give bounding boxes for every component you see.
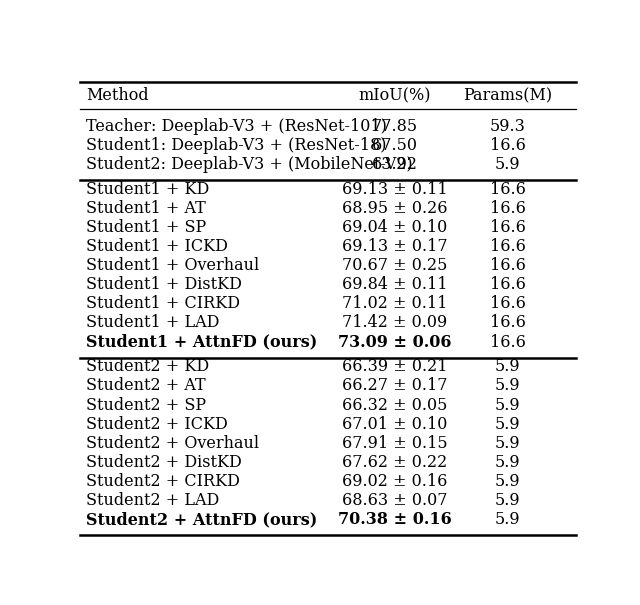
Text: 68.63 ± 0.07: 68.63 ± 0.07 bbox=[342, 492, 448, 509]
Text: Params(M): Params(M) bbox=[463, 87, 552, 104]
Text: Student2: Deeplab-V3 + (MobileNet-V2): Student2: Deeplab-V3 + (MobileNet-V2) bbox=[86, 156, 413, 173]
Text: 16.6: 16.6 bbox=[490, 200, 525, 217]
Text: 67.01 ± 0.10: 67.01 ± 0.10 bbox=[342, 416, 447, 433]
Text: 69.84 ± 0.11: 69.84 ± 0.11 bbox=[342, 276, 448, 293]
Text: 16.6: 16.6 bbox=[490, 181, 525, 198]
Text: 59.3: 59.3 bbox=[490, 118, 525, 135]
Text: 63.92: 63.92 bbox=[372, 156, 418, 173]
Text: 67.91 ± 0.15: 67.91 ± 0.15 bbox=[342, 435, 448, 452]
Text: Student2 + KD: Student2 + KD bbox=[86, 358, 209, 375]
Text: Student1 + Overhaul: Student1 + Overhaul bbox=[86, 257, 259, 274]
Text: Student2 + AttnFD (ours): Student2 + AttnFD (ours) bbox=[86, 511, 317, 528]
Text: Student1 + AttnFD (ours): Student1 + AttnFD (ours) bbox=[86, 333, 317, 350]
Text: 16.6: 16.6 bbox=[490, 333, 525, 350]
Text: Student1: Deeplab-V3 + (ResNet-18): Student1: Deeplab-V3 + (ResNet-18) bbox=[86, 137, 387, 154]
Text: 16.6: 16.6 bbox=[490, 315, 525, 332]
Text: 67.50: 67.50 bbox=[372, 137, 418, 154]
Text: 66.27 ± 0.17: 66.27 ± 0.17 bbox=[342, 378, 448, 394]
Text: 5.9: 5.9 bbox=[495, 492, 520, 509]
Text: 69.13 ± 0.11: 69.13 ± 0.11 bbox=[342, 181, 448, 198]
Text: Teacher: Deeplab-V3 + (ResNet-101): Teacher: Deeplab-V3 + (ResNet-101) bbox=[86, 118, 387, 135]
Text: 5.9: 5.9 bbox=[495, 435, 520, 452]
Text: 5.9: 5.9 bbox=[495, 378, 520, 394]
Text: 5.9: 5.9 bbox=[495, 358, 520, 375]
Text: 73.09 ± 0.06: 73.09 ± 0.06 bbox=[338, 333, 452, 350]
Text: Student2 + DistKD: Student2 + DistKD bbox=[86, 454, 242, 471]
Text: 66.39 ± 0.21: 66.39 ± 0.21 bbox=[342, 358, 448, 375]
Text: 67.62 ± 0.22: 67.62 ± 0.22 bbox=[342, 454, 447, 471]
Text: 69.13 ± 0.17: 69.13 ± 0.17 bbox=[342, 238, 448, 255]
Text: Student2 + AT: Student2 + AT bbox=[86, 378, 205, 394]
Text: 69.04 ± 0.10: 69.04 ± 0.10 bbox=[342, 219, 447, 236]
Text: Student2 + ICKD: Student2 + ICKD bbox=[86, 416, 228, 433]
Text: Student1 + KD: Student1 + KD bbox=[86, 181, 209, 198]
Text: 16.6: 16.6 bbox=[490, 295, 525, 312]
Text: 77.85: 77.85 bbox=[372, 118, 418, 135]
Text: Student1 + DistKD: Student1 + DistKD bbox=[86, 276, 242, 293]
Text: 70.67 ± 0.25: 70.67 ± 0.25 bbox=[342, 257, 447, 274]
Text: 16.6: 16.6 bbox=[490, 219, 525, 236]
Text: 5.9: 5.9 bbox=[495, 416, 520, 433]
Text: 68.95 ± 0.26: 68.95 ± 0.26 bbox=[342, 200, 448, 217]
Text: Student2 + LAD: Student2 + LAD bbox=[86, 492, 220, 509]
Text: Student1 + CIRKD: Student1 + CIRKD bbox=[86, 295, 240, 312]
Text: Student1 + ICKD: Student1 + ICKD bbox=[86, 238, 228, 255]
Text: 16.6: 16.6 bbox=[490, 238, 525, 255]
Text: 5.9: 5.9 bbox=[495, 511, 520, 528]
Text: 70.38 ± 0.16: 70.38 ± 0.16 bbox=[338, 511, 452, 528]
Text: Student2 + SP: Student2 + SP bbox=[86, 397, 206, 414]
Text: 71.02 ± 0.11: 71.02 ± 0.11 bbox=[342, 295, 447, 312]
Text: 71.42 ± 0.09: 71.42 ± 0.09 bbox=[342, 315, 447, 332]
Text: 5.9: 5.9 bbox=[495, 397, 520, 414]
Text: Student1 + AT: Student1 + AT bbox=[86, 200, 205, 217]
Text: 5.9: 5.9 bbox=[495, 156, 520, 173]
Text: 16.6: 16.6 bbox=[490, 137, 525, 154]
Text: 5.9: 5.9 bbox=[495, 473, 520, 490]
Text: Method: Method bbox=[86, 87, 148, 104]
Text: Student1 + SP: Student1 + SP bbox=[86, 219, 206, 236]
Text: 16.6: 16.6 bbox=[490, 257, 525, 274]
Text: Student1 + LAD: Student1 + LAD bbox=[86, 315, 220, 332]
Text: Student2 + CIRKD: Student2 + CIRKD bbox=[86, 473, 240, 490]
Text: Student2 + Overhaul: Student2 + Overhaul bbox=[86, 435, 259, 452]
Text: mIoU(%): mIoU(%) bbox=[358, 87, 431, 104]
Text: 66.32 ± 0.05: 66.32 ± 0.05 bbox=[342, 397, 447, 414]
Text: 16.6: 16.6 bbox=[490, 276, 525, 293]
Text: 5.9: 5.9 bbox=[495, 454, 520, 471]
Text: 69.02 ± 0.16: 69.02 ± 0.16 bbox=[342, 473, 447, 490]
